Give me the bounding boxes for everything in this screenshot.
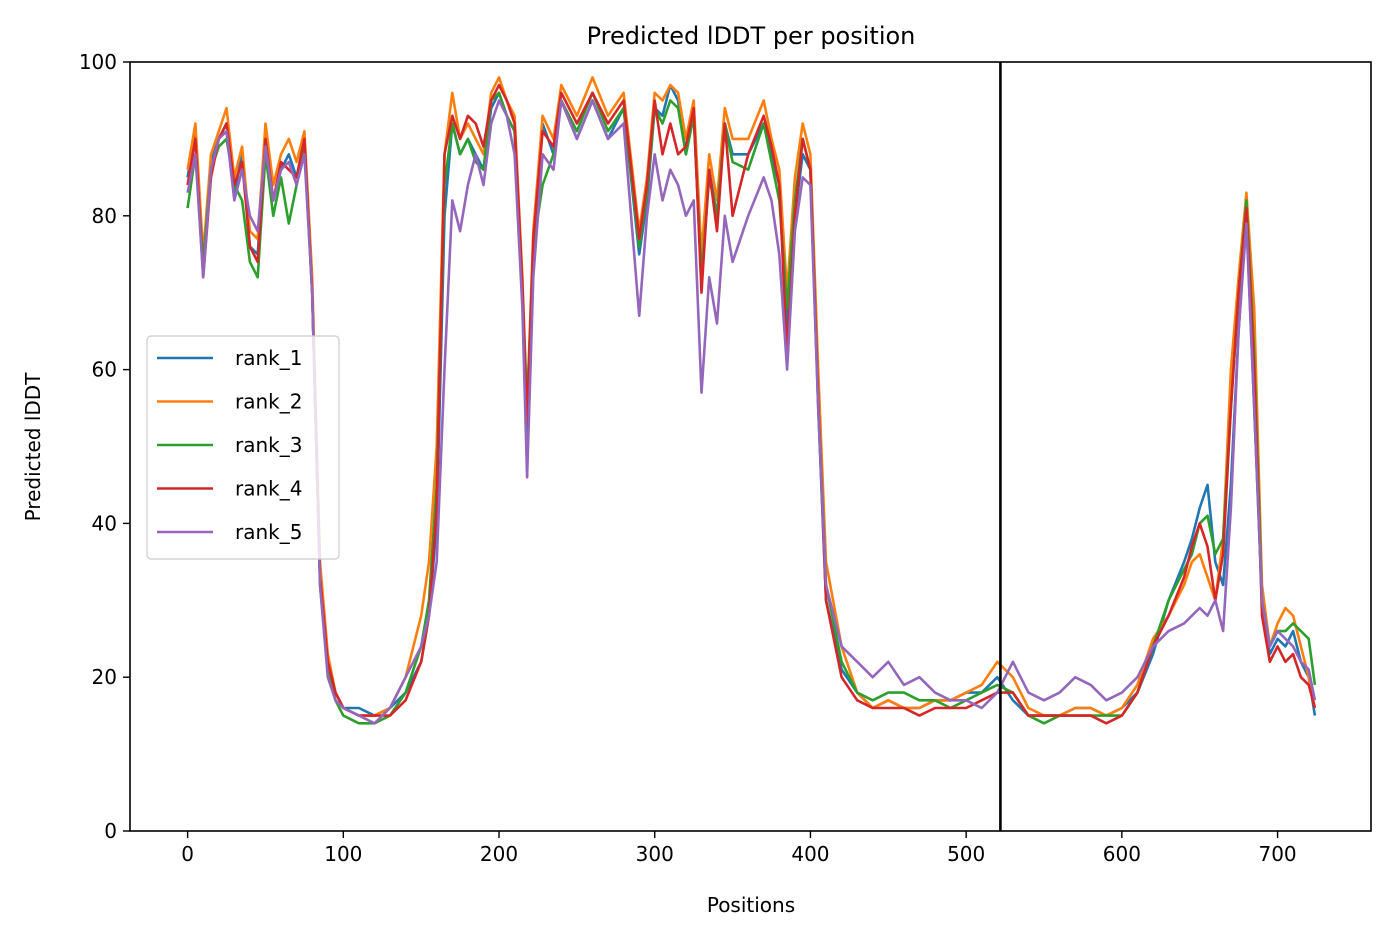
x-tick-label: 100 bbox=[324, 842, 362, 866]
x-tick-label: 600 bbox=[1103, 842, 1141, 866]
x-tick-label: 500 bbox=[947, 842, 985, 866]
y-axis-label: Predicted lDDT bbox=[21, 372, 45, 522]
plot-area bbox=[186, 76, 1317, 725]
y-tick-label: 40 bbox=[92, 511, 117, 535]
x-tick-label: 700 bbox=[1258, 842, 1296, 866]
y-tick-label: 100 bbox=[79, 50, 117, 74]
x-tick-label: 300 bbox=[636, 842, 674, 866]
y-tick-label: 20 bbox=[92, 665, 117, 689]
series-line-rank_5 bbox=[186, 99, 1317, 725]
x-axis-label: Positions bbox=[707, 893, 795, 917]
y-tick-label: 80 bbox=[92, 204, 117, 228]
x-tick-label: 0 bbox=[181, 842, 194, 866]
chart-title: Predicted lDDT per position bbox=[587, 22, 916, 50]
legend-label-rank_2: rank_2 bbox=[235, 390, 302, 414]
x-axis: 0 100 200 300 400 500 600 700 bbox=[181, 831, 1297, 866]
y-tick-label: 0 bbox=[104, 819, 117, 843]
series-line-rank_4 bbox=[186, 83, 1317, 725]
legend-box bbox=[146, 335, 340, 560]
legend: rank_1 rank_2 rank_3 rank_4 rank_5 bbox=[146, 335, 340, 560]
legend-label-rank_5: rank_5 bbox=[235, 520, 302, 544]
y-tick-label: 60 bbox=[92, 358, 117, 382]
legend-label-rank_3: rank_3 bbox=[235, 433, 302, 457]
y-axis: 0 20 40 60 80 100 bbox=[79, 50, 130, 843]
legend-label-rank_1: rank_1 bbox=[235, 346, 302, 370]
x-tick-label: 400 bbox=[791, 842, 829, 866]
legend-label-rank_4: rank_4 bbox=[235, 477, 302, 501]
plot-frame bbox=[129, 61, 1372, 832]
x-tick-label: 200 bbox=[480, 842, 518, 866]
